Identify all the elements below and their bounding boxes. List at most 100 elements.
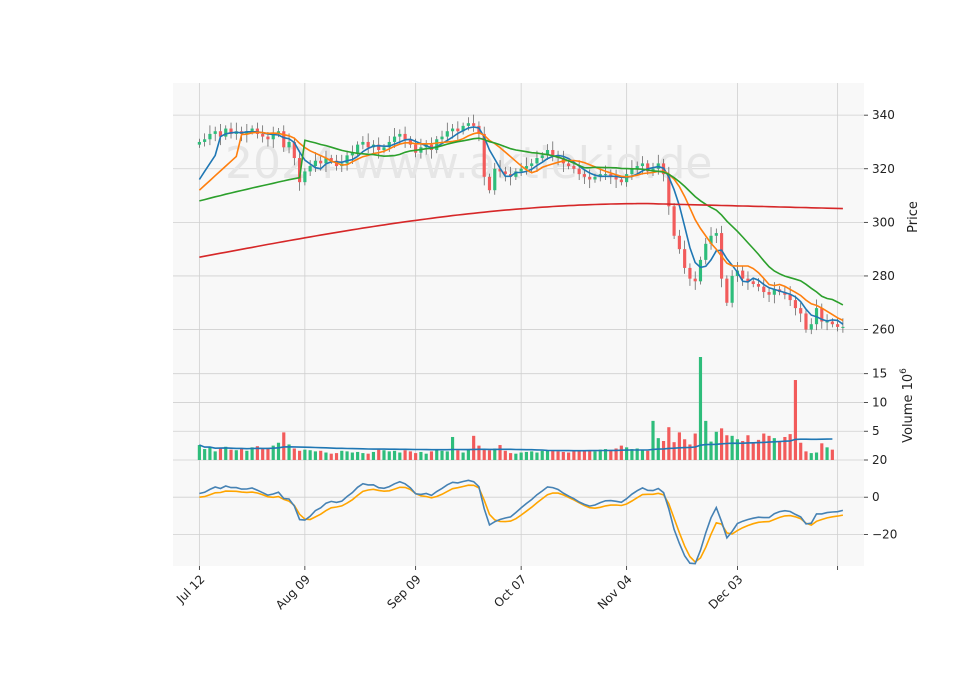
candle-body bbox=[704, 243, 708, 260]
ma_red-line bbox=[199, 202, 843, 258]
candle-body bbox=[203, 139, 207, 142]
candle-body bbox=[387, 141, 391, 148]
volume-bar bbox=[625, 447, 629, 460]
x-axis-tick-label: Jul 12 bbox=[173, 572, 207, 606]
candle-body bbox=[619, 179, 623, 183]
volume-bar bbox=[308, 450, 312, 460]
volume-bar bbox=[830, 449, 834, 460]
candle-body bbox=[519, 168, 523, 172]
candle-body bbox=[530, 163, 534, 167]
candle-body bbox=[435, 139, 439, 150]
volume-bar bbox=[424, 453, 428, 460]
candle-body bbox=[820, 308, 824, 322]
candle-body bbox=[667, 174, 671, 207]
candle-body bbox=[836, 324, 840, 327]
volume-bar bbox=[345, 451, 349, 460]
volume-bar bbox=[677, 432, 681, 460]
candle-body bbox=[577, 168, 581, 175]
volume-bar bbox=[577, 451, 581, 460]
volume-bar bbox=[329, 453, 333, 460]
candle-body bbox=[345, 155, 349, 164]
volume-bar bbox=[255, 446, 259, 460]
candle-body bbox=[683, 249, 687, 268]
volume-bar bbox=[593, 451, 597, 460]
volume-bar bbox=[234, 450, 238, 460]
price-axis-tick-label: 280 bbox=[872, 269, 895, 283]
volume-bar bbox=[814, 452, 819, 460]
candle-body bbox=[276, 131, 281, 134]
candle-body bbox=[392, 136, 397, 142]
candle-body bbox=[625, 174, 629, 183]
volume-bar bbox=[688, 444, 692, 460]
volume-bar bbox=[245, 450, 249, 460]
candle-body bbox=[677, 235, 681, 250]
candle-body bbox=[672, 206, 676, 236]
volume-bar bbox=[287, 444, 291, 460]
candle-body bbox=[403, 133, 407, 140]
volume-bar bbox=[313, 451, 318, 460]
volume-bar bbox=[709, 441, 713, 460]
candle-body bbox=[329, 158, 333, 161]
candle-body bbox=[282, 131, 286, 148]
volume-bar bbox=[756, 439, 761, 460]
candle-body bbox=[398, 133, 402, 137]
volume-bar bbox=[767, 435, 771, 460]
oscillator-axis-tick-label: 0 bbox=[872, 490, 880, 504]
candle-body bbox=[208, 133, 212, 140]
candle-body bbox=[298, 158, 302, 183]
volume-bar bbox=[377, 449, 381, 460]
candle-body bbox=[693, 278, 697, 282]
candle-body bbox=[751, 281, 755, 284]
x-axis-tick-label: Dec 03 bbox=[706, 572, 746, 612]
candle-body bbox=[841, 326, 845, 328]
candle-body bbox=[635, 166, 639, 169]
volume-bar bbox=[382, 450, 386, 460]
candle-body bbox=[493, 168, 497, 191]
volume-bar bbox=[772, 438, 776, 460]
volume-bar bbox=[804, 451, 808, 460]
volume-bar bbox=[524, 451, 528, 460]
candle-body bbox=[319, 160, 323, 164]
candle-body bbox=[614, 176, 618, 180]
volume-bar bbox=[561, 451, 565, 460]
volume-bar bbox=[603, 449, 608, 460]
volume-bar bbox=[530, 451, 534, 460]
volume-bar bbox=[356, 451, 360, 460]
volume-axis-tick-label: 15 bbox=[872, 367, 887, 381]
candle-body bbox=[466, 123, 470, 126]
volume-bar bbox=[461, 452, 465, 460]
candle-body bbox=[630, 168, 634, 175]
price-axis-tick-label: 260 bbox=[872, 323, 895, 337]
volume-bar bbox=[509, 453, 513, 460]
volume-bar bbox=[519, 452, 523, 460]
volume-bar bbox=[477, 445, 481, 460]
candle-body bbox=[514, 171, 518, 177]
candle-body bbox=[224, 128, 228, 137]
volume-bar bbox=[820, 443, 824, 460]
candle-body bbox=[350, 152, 354, 156]
candle-body bbox=[609, 174, 613, 177]
candle-body bbox=[646, 163, 650, 172]
volume-bar bbox=[350, 452, 354, 460]
candle-body bbox=[804, 313, 808, 330]
candle-body bbox=[540, 155, 544, 159]
candle-body bbox=[725, 278, 729, 303]
volume-bar bbox=[403, 450, 407, 460]
volume-bar bbox=[646, 450, 650, 460]
candle-body bbox=[229, 128, 233, 134]
volume-bar bbox=[799, 442, 803, 460]
volume-bar bbox=[788, 434, 792, 460]
volume-bar bbox=[730, 435, 734, 460]
candle-body bbox=[762, 286, 766, 293]
candle-body bbox=[825, 321, 829, 323]
volume-bar bbox=[229, 449, 233, 460]
oscillator-panel-bg bbox=[173, 460, 864, 566]
volume-bar bbox=[661, 441, 666, 460]
volume-bar bbox=[224, 446, 228, 460]
candle-body bbox=[572, 166, 576, 169]
candle-body bbox=[218, 131, 223, 137]
volume-bar bbox=[556, 451, 560, 460]
candle-body bbox=[382, 147, 386, 150]
candle-body bbox=[524, 166, 528, 169]
volume-panel-bg bbox=[173, 351, 864, 460]
